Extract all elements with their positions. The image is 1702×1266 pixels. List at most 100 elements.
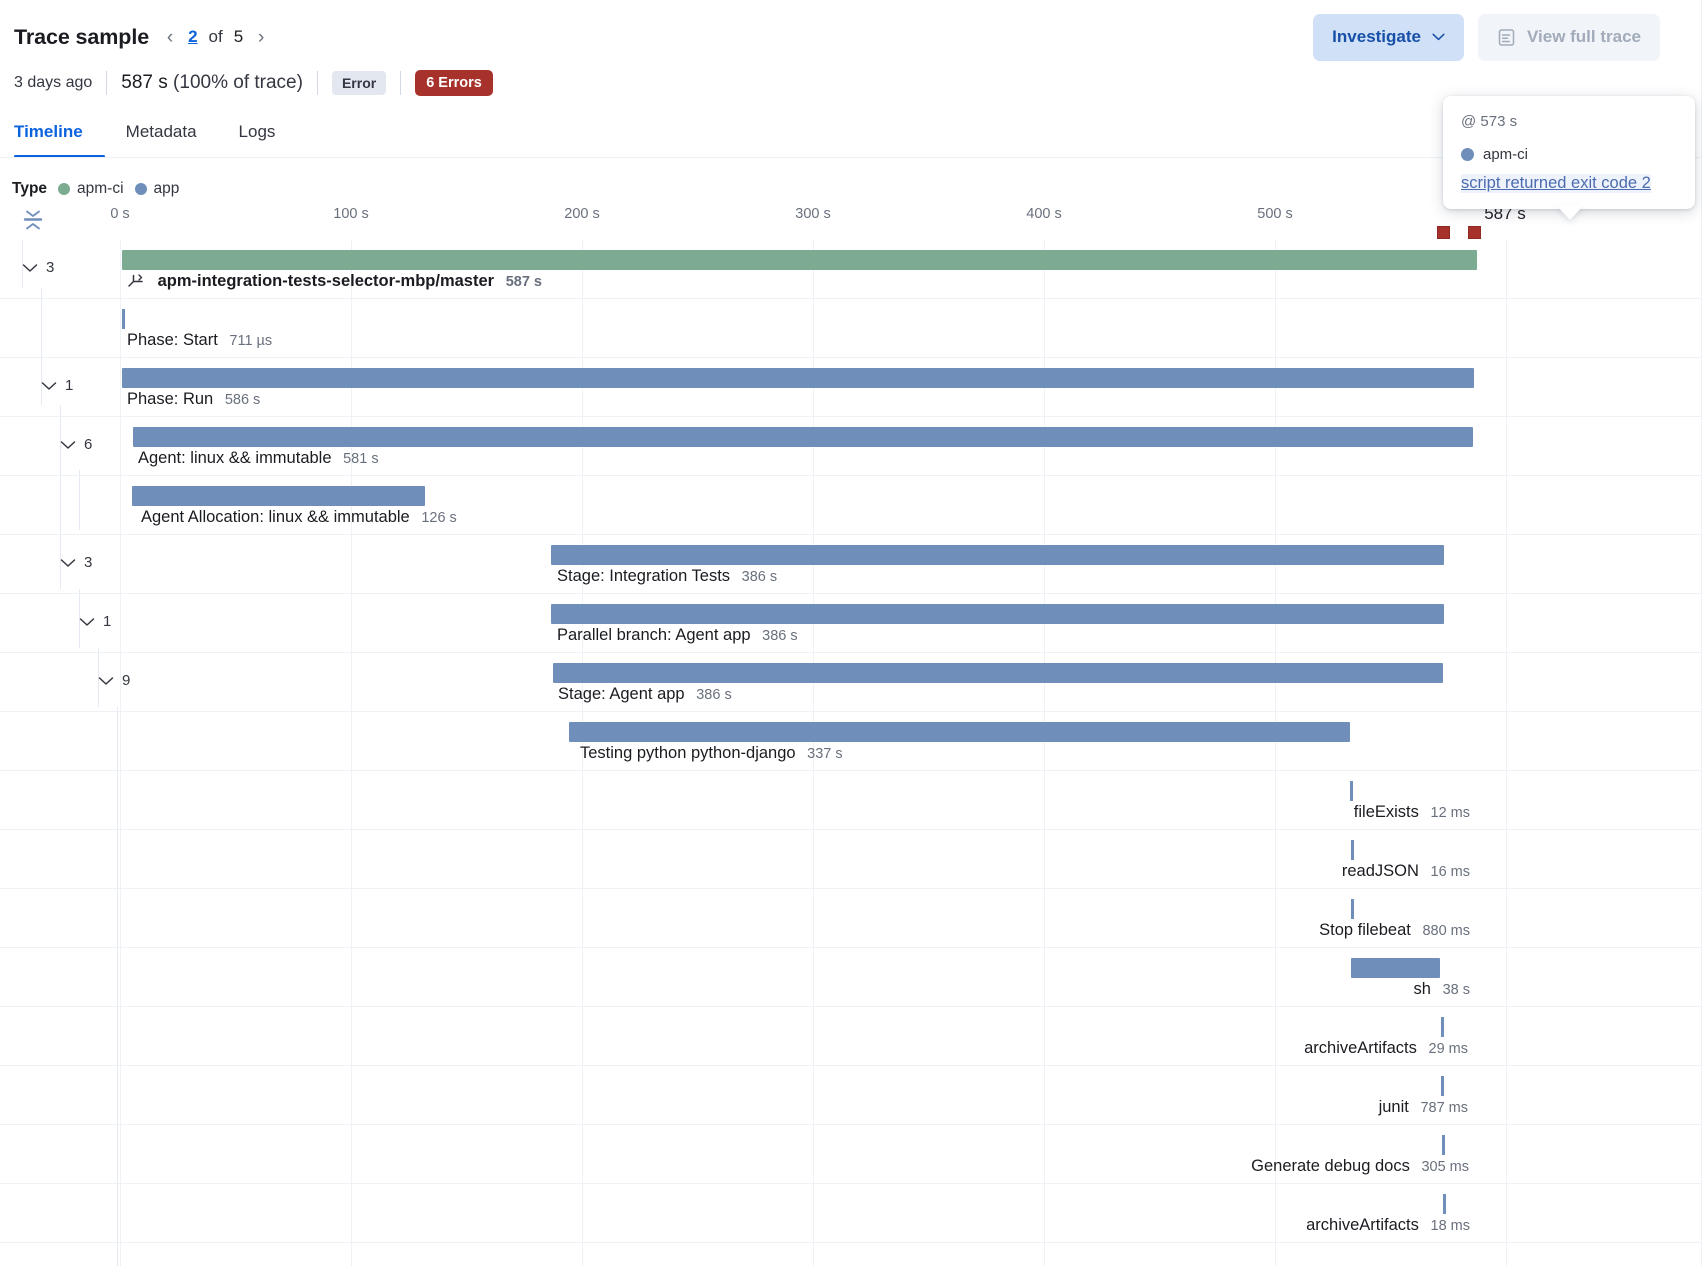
span-duration: 38 s <box>1442 982 1470 998</box>
divider <box>316 71 318 95</box>
span-name: Agent: linux && immutable <box>138 449 332 467</box>
span-duration: 29 ms <box>1428 1041 1469 1057</box>
span-duration: 787 ms <box>1420 1100 1468 1116</box>
span-bar[interactable] <box>132 486 425 506</box>
span-name: readJSON <box>1341 862 1419 880</box>
errors-count-badge[interactable]: 6 Errors <box>415 69 493 97</box>
span-name: sh <box>1413 980 1431 998</box>
span-label: archiveArtifacts 29 ms <box>1304 1040 1468 1057</box>
trace-duration-percent: (100% of trace) <box>173 72 303 93</box>
span-bar[interactable] <box>551 545 1444 565</box>
table-row[interactable]: 9 Stage: Agent app 386 s <box>0 653 1702 712</box>
table-row[interactable]: Testing python python-django 337 s <box>0 712 1702 771</box>
span-bar[interactable] <box>1350 781 1353 801</box>
pager-of-label: of <box>208 27 223 46</box>
table-row[interactable]: junit 787 ms <box>0 1066 1702 1125</box>
row-toggle[interactable]: 3 <box>22 259 54 276</box>
table-row[interactable]: 1 Parallel branch: Agent app 386 s <box>0 594 1702 653</box>
span-duration: 18 ms <box>1430 1218 1471 1234</box>
span-label: Phase: Start 711 µs <box>127 332 272 349</box>
axis-tick-2: 200 s <box>564 206 600 222</box>
span-duration: 711 µs <box>229 333 273 349</box>
span-bar[interactable] <box>553 663 1443 683</box>
tab-logs[interactable]: Logs <box>238 122 276 141</box>
tab-metadata[interactable]: Metadata <box>125 122 197 141</box>
divider <box>106 71 108 95</box>
span-bar[interactable] <box>1443 1194 1446 1214</box>
span-bar[interactable] <box>122 368 1474 388</box>
axis-tick-1: 100 s <box>333 206 369 222</box>
legend-item-app[interactable]: app <box>134 180 179 198</box>
chevron-down-icon <box>98 676 114 685</box>
view-full-trace-button[interactable]: View full trace <box>1477 13 1660 61</box>
row-toggle[interactable]: 9 <box>98 672 130 689</box>
table-row[interactable]: 3 Stage: Integration Tests 386 s <box>0 535 1702 594</box>
span-label: readJSON 16 ms <box>1342 863 1470 880</box>
row-toggle[interactable]: 6 <box>60 436 92 453</box>
row-toggle[interactable]: 3 <box>60 554 92 571</box>
span-label: junit 787 ms <box>1379 1099 1468 1116</box>
tree-guide <box>117 707 118 1266</box>
table-row[interactable]: Stop filebeat 880 ms <box>0 889 1702 948</box>
error-marker-2[interactable] <box>1468 226 1481 239</box>
tab-timeline[interactable]: Timeline <box>14 122 105 158</box>
span-label: Stop filebeat 880 ms <box>1319 922 1470 939</box>
chevron-left-icon[interactable]: ‹ <box>166 26 174 48</box>
tree-guide <box>60 530 61 589</box>
span-duration: 880 ms <box>1422 923 1470 939</box>
table-row[interactable]: readJSON 16 ms <box>0 830 1702 889</box>
span-bar[interactable] <box>1351 958 1440 978</box>
chevron-down-icon <box>41 381 57 390</box>
child-count: 6 <box>84 436 93 453</box>
tree-guide <box>79 470 80 530</box>
span-bar[interactable] <box>1351 899 1354 919</box>
axis-tick-4: 400 s <box>1026 206 1062 222</box>
span-label: Stage: Agent app 386 s <box>558 686 732 703</box>
table-row[interactable]: archiveArtifacts 29 ms <box>0 1007 1702 1066</box>
span-name: archiveArtifacts <box>1306 1216 1419 1234</box>
span-bar[interactable] <box>551 604 1444 624</box>
table-row[interactable]: 3 apm-integration-tests-selector-mbp/mas… <box>0 240 1702 299</box>
waterfall-chart: 3 apm-integration-tests-selector-mbp/mas… <box>0 240 1702 1266</box>
error-tooltip: @ 573 s apm-ci script returned exit code… <box>1443 96 1695 209</box>
span-bar[interactable] <box>1442 1135 1445 1155</box>
span-bar[interactable] <box>122 309 125 329</box>
grid-line <box>1506 240 1507 1266</box>
span-duration: 16 ms <box>1430 864 1471 880</box>
span-label: Stage: Integration Tests 386 s <box>557 568 777 585</box>
span-bar[interactable] <box>133 427 1473 447</box>
row-toggle[interactable]: 1 <box>41 377 73 394</box>
table-row[interactable]: sh 38 s <box>0 948 1702 1007</box>
span-bar[interactable] <box>569 722 1350 742</box>
tree-guide <box>98 648 99 707</box>
chevron-down-icon <box>22 263 38 272</box>
chevron-right-icon[interactable]: › <box>258 26 265 48</box>
table-row[interactable]: 6 Agent: linux && immutable 581 s <box>0 417 1702 476</box>
investigate-button[interactable]: Investigate <box>1313 13 1464 61</box>
span-duration: 305 ms <box>1421 1159 1469 1175</box>
span-duration: 587 s <box>505 274 542 290</box>
span-bar[interactable] <box>1441 1076 1444 1096</box>
table-row[interactable]: fileExists 12 ms <box>0 771 1702 830</box>
collapse-rows-icon[interactable] <box>21 208 45 232</box>
span-duration: 12 ms <box>1430 805 1471 821</box>
error-marker-1[interactable] <box>1437 226 1450 239</box>
tab-bar: Timeline Metadata Logs <box>14 108 296 158</box>
row-toggle[interactable]: 1 <box>79 613 111 630</box>
table-row[interactable]: Phase: Start 711 µs <box>0 299 1702 358</box>
table-row[interactable]: 1 Phase: Run 586 s <box>0 358 1702 417</box>
grid-line <box>1044 240 1045 1266</box>
axis-tick-3: 300 s <box>795 206 831 222</box>
span-bar[interactable] <box>1441 1017 1444 1037</box>
span-bar[interactable] <box>1351 840 1354 860</box>
table-row[interactable]: Generate debug docs 305 ms <box>0 1125 1702 1184</box>
span-name: Phase: Run <box>127 390 214 408</box>
legend-item-apm-ci[interactable]: apm-ci <box>58 180 124 198</box>
table-row[interactable]: Agent Allocation: linux && immutable 126… <box>0 476 1702 535</box>
table-row[interactable]: archiveArtifacts 18 ms <box>0 1184 1702 1243</box>
legend-label-apm-ci: apm-ci <box>77 180 124 197</box>
tooltip-error-link[interactable]: script returned exit code 2 <box>1461 174 1651 193</box>
pager-current-value[interactable]: 2 <box>188 27 198 46</box>
child-count: 1 <box>103 613 112 630</box>
span-bar[interactable] <box>122 250 1477 270</box>
